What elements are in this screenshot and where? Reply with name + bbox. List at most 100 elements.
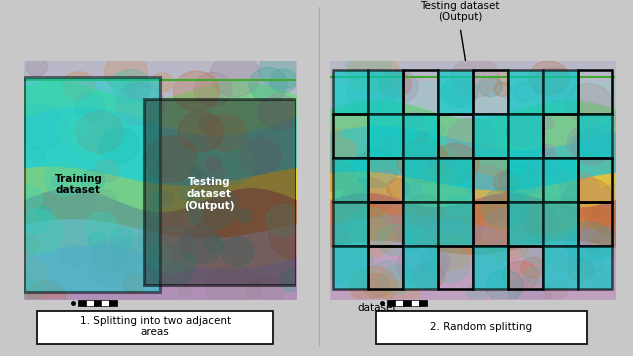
- Bar: [577, 158, 613, 202]
- Circle shape: [13, 104, 65, 150]
- Circle shape: [506, 115, 545, 148]
- Bar: [387, 300, 396, 306]
- Bar: [368, 202, 403, 246]
- Bar: [403, 158, 438, 202]
- Circle shape: [586, 240, 603, 254]
- Circle shape: [567, 123, 618, 165]
- Bar: [86, 300, 94, 306]
- Circle shape: [152, 73, 173, 92]
- FancyBboxPatch shape: [375, 310, 587, 344]
- Circle shape: [473, 143, 510, 175]
- Circle shape: [204, 236, 223, 253]
- Circle shape: [51, 176, 63, 186]
- Bar: [473, 202, 508, 246]
- Circle shape: [379, 70, 418, 103]
- Circle shape: [377, 224, 414, 255]
- Circle shape: [568, 260, 594, 281]
- Bar: [577, 202, 613, 246]
- Circle shape: [402, 182, 422, 199]
- Bar: [508, 114, 542, 158]
- Circle shape: [351, 266, 397, 304]
- Circle shape: [529, 61, 569, 95]
- Bar: [542, 70, 577, 114]
- Circle shape: [180, 227, 222, 264]
- Circle shape: [221, 237, 254, 266]
- Circle shape: [145, 228, 197, 273]
- Circle shape: [259, 94, 299, 129]
- Circle shape: [500, 164, 537, 196]
- Circle shape: [44, 160, 85, 196]
- Circle shape: [194, 159, 225, 186]
- Bar: [403, 246, 438, 289]
- Circle shape: [526, 146, 559, 174]
- Bar: [368, 246, 403, 289]
- Circle shape: [26, 58, 47, 76]
- Circle shape: [179, 286, 191, 297]
- Circle shape: [563, 178, 613, 219]
- Circle shape: [524, 267, 545, 284]
- Bar: [144, 99, 296, 285]
- Circle shape: [467, 284, 487, 302]
- Bar: [473, 246, 508, 289]
- Bar: [411, 300, 419, 306]
- Bar: [542, 158, 577, 202]
- Circle shape: [513, 204, 559, 242]
- Circle shape: [428, 247, 470, 283]
- Circle shape: [279, 271, 303, 292]
- Circle shape: [362, 274, 390, 297]
- Circle shape: [198, 115, 218, 132]
- Circle shape: [110, 228, 134, 249]
- Circle shape: [519, 169, 548, 193]
- Bar: [542, 202, 577, 246]
- Circle shape: [125, 77, 150, 99]
- Circle shape: [149, 245, 195, 286]
- Bar: [438, 158, 473, 202]
- Circle shape: [22, 209, 50, 234]
- Circle shape: [66, 117, 89, 137]
- Bar: [508, 202, 542, 246]
- Circle shape: [353, 150, 398, 188]
- Circle shape: [380, 71, 411, 97]
- Circle shape: [570, 226, 592, 245]
- Circle shape: [537, 198, 584, 237]
- Circle shape: [179, 112, 223, 152]
- Bar: [438, 70, 473, 114]
- Circle shape: [395, 215, 434, 248]
- Circle shape: [559, 197, 572, 208]
- Bar: [473, 114, 508, 158]
- Circle shape: [406, 195, 443, 225]
- Circle shape: [68, 119, 112, 158]
- Bar: [368, 70, 403, 114]
- Circle shape: [246, 96, 285, 130]
- Circle shape: [446, 195, 472, 216]
- Circle shape: [525, 216, 552, 238]
- Bar: [473, 158, 508, 202]
- Bar: [403, 300, 411, 306]
- Circle shape: [598, 185, 627, 209]
- Circle shape: [441, 77, 478, 108]
- Circle shape: [109, 236, 153, 275]
- Circle shape: [601, 236, 627, 258]
- Circle shape: [568, 135, 588, 152]
- Text: Testing dataset
(Output): Testing dataset (Output): [420, 1, 500, 22]
- Circle shape: [13, 210, 63, 255]
- Circle shape: [349, 219, 394, 257]
- Text: Training
dataset: Training dataset: [54, 174, 103, 195]
- Bar: [368, 158, 403, 202]
- Circle shape: [329, 138, 356, 162]
- Circle shape: [608, 115, 620, 126]
- Circle shape: [206, 265, 260, 312]
- Circle shape: [266, 205, 301, 235]
- Circle shape: [590, 148, 614, 168]
- Circle shape: [451, 57, 499, 98]
- Circle shape: [514, 82, 537, 101]
- Circle shape: [137, 213, 192, 261]
- Bar: [24, 77, 160, 292]
- Circle shape: [186, 184, 238, 229]
- Circle shape: [521, 257, 546, 278]
- Bar: [333, 202, 368, 246]
- Circle shape: [371, 139, 386, 152]
- Text: 2. Random splitting: 2. Random splitting: [430, 321, 532, 331]
- Circle shape: [445, 209, 463, 223]
- Circle shape: [406, 230, 427, 247]
